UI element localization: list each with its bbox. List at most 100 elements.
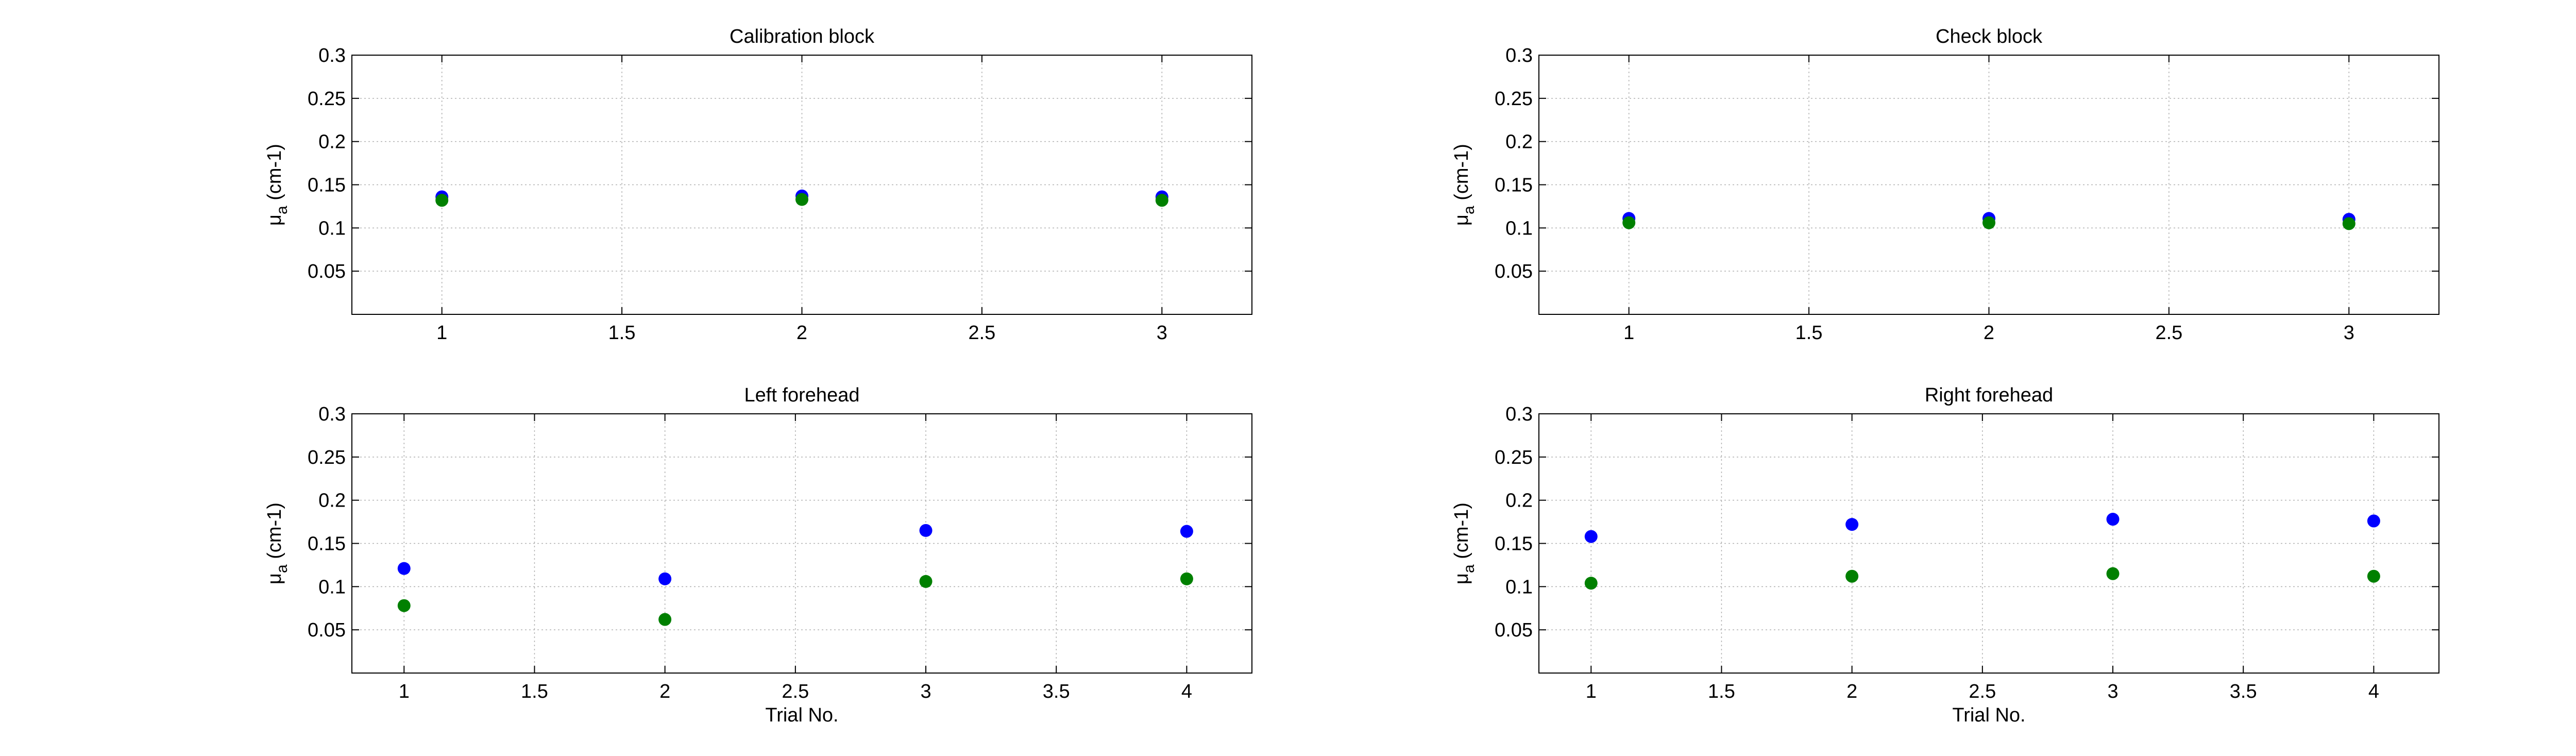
x-tick-label: 1.5 <box>1795 322 1823 344</box>
data-point <box>2106 513 2120 526</box>
y-axis-label-symbol: μ <box>264 214 285 226</box>
y-axis-label: μa (cm-1) <box>1451 502 1478 584</box>
data-point <box>658 613 672 626</box>
data-point <box>435 194 449 207</box>
y-tick-label: 0.3 <box>318 404 346 425</box>
x-tick-label: 3 <box>2344 322 2354 344</box>
y-tick-label: 0.15 <box>1495 533 1533 555</box>
data-point <box>1622 216 1636 229</box>
y-tick-label: 0.3 <box>1505 404 1533 425</box>
x-tick-label: 3 <box>2107 681 2118 702</box>
y-axis-label-subscript: a <box>1461 564 1478 573</box>
data-point <box>658 572 672 585</box>
y-tick-label: 0.25 <box>308 88 346 110</box>
y-tick-label: 0.1 <box>318 576 346 598</box>
x-tick-label: 2 <box>1846 681 1857 702</box>
chart-title: Calibration block <box>730 26 875 47</box>
x-tick-label: 2 <box>1984 322 1994 344</box>
data-point <box>1584 577 1598 590</box>
data-point <box>2367 514 2380 528</box>
axes-box <box>1538 413 2439 674</box>
axes-box <box>351 55 1252 315</box>
x-tick-label: 2.5 <box>2155 322 2182 344</box>
y-axis-label: μa (cm-1) <box>264 144 291 226</box>
x-tick-label: 2.5 <box>782 681 809 702</box>
y-axis-label-symbol: μ <box>1451 573 1472 584</box>
x-tick-label: 1.5 <box>1708 681 1735 702</box>
axes-box <box>1538 55 2439 315</box>
y-tick-label: 0.05 <box>1495 619 1533 641</box>
chart-title: Right forehead <box>1925 384 2053 406</box>
data-point <box>397 562 411 575</box>
data-point <box>919 575 933 588</box>
y-axis-label: μa (cm-1) <box>264 502 291 584</box>
data-point <box>1155 194 1168 207</box>
chart-panel: 1 1.5 2 2.5 3 0.05 0.1 0.15 0.2 0.25 0.3 Check bloc… <box>1451 26 2439 344</box>
x-tick-label: 1 <box>436 322 447 344</box>
data-point <box>2106 567 2120 580</box>
y-axis-label-subscript: a <box>274 564 291 573</box>
y-tick-label: 0.15 <box>1495 175 1533 196</box>
y-tick-label: 0.2 <box>318 490 346 512</box>
x-tick-label: 3 <box>920 681 931 702</box>
y-tick-label: 0.3 <box>318 45 346 66</box>
y-axis-label-symbol: μ <box>264 573 285 584</box>
chart-title: Left forehead <box>744 384 860 406</box>
x-axis-label: Trial No. <box>1952 704 2025 726</box>
data-point <box>1982 216 1995 229</box>
data-point <box>2367 569 2380 583</box>
data-point <box>1180 525 1193 538</box>
x-tick-label: 2 <box>659 681 670 702</box>
axes-box <box>351 413 1252 674</box>
chart-title: Check block <box>1936 26 2043 47</box>
y-tick-label: 0.15 <box>308 533 346 555</box>
y-axis-label-subscript: a <box>1461 206 1478 214</box>
x-tick-label: 2 <box>796 322 807 344</box>
data-point <box>795 193 808 206</box>
y-tick-label: 0.15 <box>308 175 346 196</box>
x-tick-label: 3 <box>1157 322 1167 344</box>
x-tick-label: 1 <box>1623 322 1634 344</box>
y-tick-label: 0.05 <box>308 619 346 641</box>
y-axis-label-unit: (cm-1) <box>1451 144 1472 206</box>
y-axis-label-unit: (cm-1) <box>264 144 285 206</box>
y-tick-label: 0.25 <box>1495 447 1533 468</box>
y-axis-label-subscript: a <box>274 206 291 214</box>
data-point <box>1845 518 1859 531</box>
y-tick-label: 0.25 <box>308 447 346 468</box>
y-axis-label-unit: (cm-1) <box>1451 502 1472 564</box>
chart-panel: 1 1.5 2 2.5 3 3.5 4 0.05 0.1 0.15 0.2 0.25 0.3 Left f… <box>264 384 1252 726</box>
y-axis-label-unit: (cm-1) <box>264 502 285 564</box>
y-tick-label: 0.1 <box>318 217 346 239</box>
y-tick-label: 0.3 <box>1505 45 1533 66</box>
y-axis-label: μa (cm-1) <box>1451 144 1478 226</box>
data-point <box>397 599 411 612</box>
x-tick-label: 4 <box>1181 681 1192 702</box>
chart-panel: 1 1.5 2 2.5 3 0.05 0.1 0.15 0.2 0.25 0.3 Calibratio… <box>264 26 1252 344</box>
x-tick-label: 1 <box>399 681 410 702</box>
x-tick-label: 1 <box>1586 681 1597 702</box>
y-tick-label: 0.2 <box>1505 131 1533 153</box>
x-axis-label: Trial No. <box>765 704 838 726</box>
chart-panel: 1 1.5 2 2.5 3 3.5 4 0.05 0.1 0.15 0.2 0.25 0.3 Right … <box>1451 384 2439 726</box>
y-tick-label: 0.1 <box>1505 217 1533 239</box>
x-tick-label: 1.5 <box>521 681 548 702</box>
x-tick-label: 2.5 <box>1969 681 1996 702</box>
y-tick-label: 0.05 <box>1495 261 1533 282</box>
y-tick-label: 0.2 <box>1505 490 1533 512</box>
y-tick-label: 0.05 <box>308 261 346 282</box>
y-tick-label: 0.2 <box>318 131 346 153</box>
x-tick-label: 1.5 <box>608 322 636 344</box>
data-point <box>919 524 933 537</box>
x-tick-label: 4 <box>2368 681 2379 702</box>
x-tick-label: 2.5 <box>968 322 995 344</box>
x-tick-label: 3.5 <box>2230 681 2257 702</box>
y-tick-label: 0.25 <box>1495 88 1533 110</box>
y-tick-label: 0.1 <box>1505 576 1533 598</box>
data-point <box>1845 569 1859 583</box>
data-point <box>2342 217 2355 230</box>
data-point <box>1584 530 1598 543</box>
x-tick-label: 3.5 <box>1043 681 1070 702</box>
y-axis-label-symbol: μ <box>1451 214 1472 226</box>
